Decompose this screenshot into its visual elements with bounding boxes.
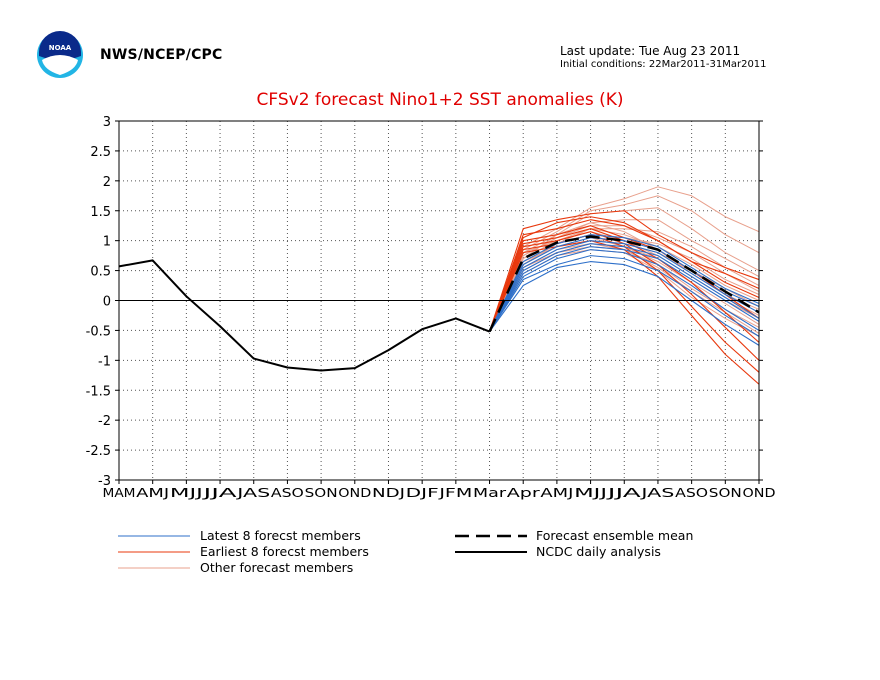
earliest-member-line: [489, 240, 760, 385]
y-tick-label: 3: [103, 115, 111, 130]
legend-mean-label: Forecast ensemble mean: [536, 528, 693, 543]
chart-title: CFSv2 forecast Nino1+2 SST anomalies (K): [256, 90, 624, 110]
latest-member-line: [489, 234, 760, 332]
legend-layer: Latest 8 forecst members Earliest 8 fore…: [118, 528, 693, 575]
x-tick-label: ASO: [271, 486, 304, 500]
initial-conditions-label: Initial conditions: 22Mar2011-31Mar2011: [560, 59, 767, 70]
legend-analysis-label: NCDC daily analysis: [536, 544, 661, 559]
x-tick-label: JAS: [640, 486, 675, 500]
x-tick-label: SON: [709, 486, 742, 500]
y-tick-label: -2: [98, 414, 111, 429]
x-tick-label: ASO: [675, 486, 708, 500]
y-tick-label: -1: [98, 354, 111, 369]
other-member-line: [489, 186, 760, 332]
x-tick-label: NDJ: [372, 486, 405, 500]
x-tick-label: OND: [338, 486, 371, 500]
latest-member-line: [489, 255, 760, 337]
earliest-member-line: [489, 216, 760, 332]
analysis-layer: [118, 259, 490, 372]
other-member-line: [489, 228, 760, 332]
x-tick-label: MJJ: [170, 486, 203, 500]
latest-member-line: [489, 243, 760, 332]
x-tick-label: AMJ: [540, 486, 573, 500]
x-tick-label: MAM: [103, 486, 136, 500]
x-tick-label: DJF: [406, 486, 439, 500]
grid-layer: [119, 121, 759, 480]
latest-member-line: [489, 240, 760, 332]
y-tick-label: 2: [103, 175, 111, 190]
noaa-logo-top: [39, 31, 81, 60]
other-member-line: [489, 195, 760, 332]
x-tick-label: Mar: [473, 486, 506, 500]
y-tick-label: -0.5: [86, 324, 111, 339]
y-tick-label: 0: [103, 295, 111, 310]
ensemble-mean-line: [488, 235, 760, 333]
latest-member-line: [489, 261, 760, 346]
y-tick-label: 2.5: [90, 145, 111, 160]
ensemble-mean-layer: [488, 235, 760, 333]
y-tick-label: -2.5: [86, 444, 111, 459]
noaa-logo-text: NOAA: [49, 44, 72, 52]
x-tick-label: OND: [743, 486, 776, 500]
analysis-line: [118, 259, 490, 372]
x-tick-label: JAS: [236, 486, 271, 500]
x-tick-label: SON: [305, 486, 338, 500]
y-tick-label: 0.5: [90, 265, 111, 280]
y-tick-label: 1: [103, 235, 111, 250]
latest-member-line: [489, 249, 760, 332]
y-tick-label: -3: [98, 474, 111, 489]
earliest-member-line: [489, 210, 760, 332]
legend-earliest-label: Earliest 8 forecst members: [200, 544, 369, 559]
legend-other-label: Other forecast members: [200, 560, 353, 575]
last-update-label: Last update: Tue Aug 23 2011: [560, 44, 741, 58]
noaa-logo-gull: [42, 55, 78, 75]
x-tick-label: AMJ: [136, 486, 169, 500]
legend-latest-label: Latest 8 forecst members: [200, 528, 361, 543]
y-tick-label: -1.5: [86, 384, 111, 399]
x-tick-label: JJA: [606, 486, 643, 500]
x-tick-label: JFM: [438, 486, 473, 500]
x-tick-label: Apr: [507, 486, 540, 500]
x-tick-label: MJJ: [574, 486, 607, 500]
y-tick-label: 1.5: [90, 205, 111, 220]
x-tick-label: JJA: [201, 486, 238, 500]
agency-label: NWS/NCEP/CPC: [100, 47, 223, 63]
latest-member-line: [489, 246, 760, 332]
noaa-logo: NOAA: [37, 31, 83, 78]
